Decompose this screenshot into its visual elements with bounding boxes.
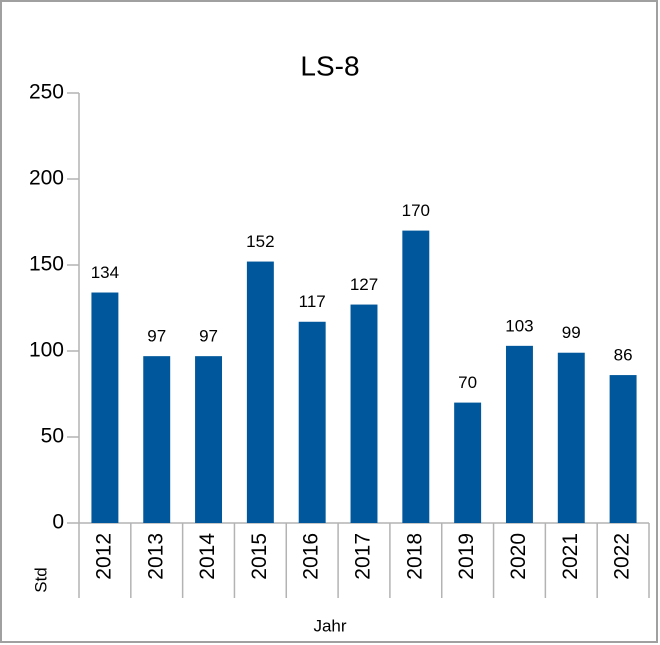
- data-label: 170: [402, 201, 430, 220]
- bar: [557, 352, 585, 523]
- data-label: 99: [562, 323, 581, 342]
- bar: [91, 292, 119, 523]
- bar: [246, 261, 274, 523]
- x-tick-label: 2021: [559, 533, 582, 580]
- x-tick-label: 2012: [92, 533, 115, 580]
- x-tick-label: 2013: [144, 533, 167, 580]
- bar: [298, 321, 326, 523]
- x-tick-label: 2015: [248, 533, 271, 580]
- x-tick-label: 2016: [300, 533, 323, 580]
- data-label: 134: [91, 263, 119, 282]
- data-label: 86: [614, 346, 633, 365]
- bar: [143, 356, 171, 523]
- y-tick-label: 100: [29, 339, 64, 362]
- y-tick-label: 50: [41, 425, 64, 448]
- bar: [402, 230, 430, 523]
- y-tick-label: 200: [29, 167, 64, 190]
- data-label: 70: [458, 373, 477, 392]
- bar: [454, 402, 482, 523]
- x-tick-label: 2022: [611, 533, 634, 580]
- x-axis-label: Jahr: [313, 616, 346, 635]
- chart-title: LS-8: [300, 50, 359, 81]
- bar: [350, 304, 378, 523]
- x-tick-label: 2018: [403, 533, 426, 580]
- data-label: 152: [246, 232, 274, 251]
- data-label: 97: [199, 327, 218, 346]
- bar: [609, 375, 637, 523]
- x-tick-label: 2017: [352, 533, 375, 580]
- y-tick-label: 250: [29, 81, 64, 104]
- x-tick-label: 2019: [455, 533, 478, 580]
- bar: [195, 356, 223, 523]
- x-tick-label: 2014: [196, 533, 219, 580]
- y-tick-label: 0: [52, 511, 64, 534]
- bar: [505, 345, 533, 523]
- y-tick-label: 150: [29, 253, 64, 276]
- x-tick-label: 2020: [507, 533, 530, 580]
- data-label: 117: [299, 292, 326, 311]
- data-label: 97: [147, 327, 166, 346]
- data-label: 127: [350, 275, 378, 294]
- y-axis-label: Std: [31, 567, 50, 593]
- data-label: 103: [505, 316, 533, 335]
